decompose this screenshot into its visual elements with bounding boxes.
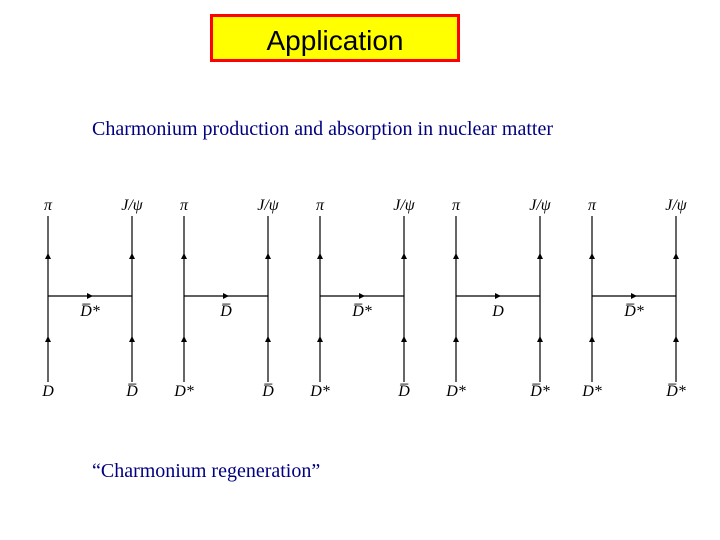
svg-text:D: D: [41, 383, 54, 400]
svg-text:D*: D*: [445, 383, 466, 400]
feynman-diagrams: π J/ψ D̅* D D̅ π J/ψ D̅ D* D̅ π J/ψ D̅* D* D̅ π J/ψ D D* D̅…: [20, 180, 700, 410]
svg-text:J/ψ: J/ψ: [393, 197, 416, 214]
title-text: Application: [267, 25, 404, 56]
svg-text:π: π: [588, 197, 597, 214]
svg-text:J/ψ: J/ψ: [257, 197, 280, 214]
svg-text:D*: D*: [309, 383, 330, 400]
svg-text:J/ψ: J/ψ: [665, 197, 688, 214]
svg-text:π: π: [316, 197, 325, 214]
subtitle-text: Charmonium production and absorption in …: [92, 118, 553, 141]
svg-text:π: π: [452, 197, 461, 214]
svg-text:D̅*: D̅*: [665, 383, 686, 400]
svg-text:D: D: [491, 303, 504, 320]
svg-text:D̅: D̅: [125, 383, 138, 400]
svg-text:D̅: D̅: [397, 383, 410, 400]
svg-text:π: π: [180, 197, 189, 214]
svg-text:J/ψ: J/ψ: [529, 197, 552, 214]
svg-text:D̅*: D̅*: [623, 303, 644, 320]
svg-text:D*: D*: [581, 383, 602, 400]
svg-text:D̅: D̅: [219, 303, 232, 320]
svg-text:D̅*: D̅*: [529, 383, 550, 400]
svg-text:D̅*: D̅*: [79, 303, 100, 320]
footer-text: “Charmonium regeneration”: [92, 460, 320, 483]
svg-text:J/ψ: J/ψ: [121, 197, 144, 214]
title-box: Application: [210, 14, 460, 62]
svg-text:D̅*: D̅*: [351, 303, 372, 320]
svg-text:π: π: [44, 197, 53, 214]
svg-text:D̅: D̅: [261, 383, 274, 400]
svg-text:D*: D*: [173, 383, 194, 400]
